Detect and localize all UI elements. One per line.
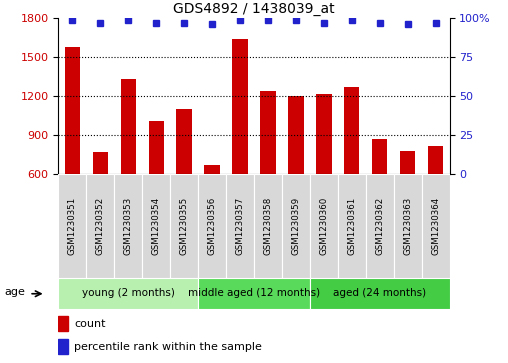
Bar [316,94,332,174]
Bar [422,174,450,278]
Bar [58,278,198,309]
Bar [170,174,198,278]
Text: GSM1230358: GSM1230358 [264,197,272,255]
Bar [198,278,310,309]
Bar [176,109,192,174]
Bar [198,174,226,278]
Text: GSM1230362: GSM1230362 [375,197,384,255]
Bar [120,79,136,174]
Text: GSM1230364: GSM1230364 [431,197,440,255]
Text: GSM1230359: GSM1230359 [292,197,300,255]
Text: GSM1230361: GSM1230361 [347,197,356,255]
Bar [394,174,422,278]
Text: GSM1230363: GSM1230363 [403,197,412,255]
Title: GDS4892 / 1438039_at: GDS4892 / 1438039_at [173,2,335,16]
Text: GSM1230360: GSM1230360 [320,197,328,255]
Bar [288,95,304,174]
Bar [310,278,450,309]
Bar [344,87,360,174]
Text: percentile rank within the sample: percentile rank within the sample [74,342,262,352]
Bar [65,47,80,174]
Bar [372,139,388,174]
Bar [310,174,338,278]
Text: young (2 months): young (2 months) [82,288,175,298]
Text: GSM1230354: GSM1230354 [152,197,161,255]
Bar [148,121,164,174]
Bar [114,174,142,278]
Bar [366,174,394,278]
Text: GSM1230357: GSM1230357 [236,197,244,255]
Bar [58,316,68,331]
Text: GSM1230355: GSM1230355 [180,197,188,255]
Bar [232,39,248,174]
Text: GSM1230353: GSM1230353 [124,197,133,255]
Text: middle aged (12 months): middle aged (12 months) [188,288,320,298]
Bar [338,174,366,278]
Bar [254,174,282,278]
Bar [204,165,220,174]
Text: GSM1230351: GSM1230351 [68,197,77,255]
Bar [142,174,170,278]
Text: aged (24 months): aged (24 months) [333,288,426,298]
Bar [282,174,310,278]
Text: age: age [4,286,25,297]
Bar [400,151,416,174]
Bar [428,146,443,174]
Bar [92,152,108,174]
Text: GSM1230356: GSM1230356 [208,197,216,255]
Bar [58,339,68,354]
Bar [86,174,114,278]
Bar [58,174,86,278]
Bar [260,91,276,174]
Bar [226,174,254,278]
Text: count: count [74,319,106,329]
Text: GSM1230352: GSM1230352 [96,197,105,255]
